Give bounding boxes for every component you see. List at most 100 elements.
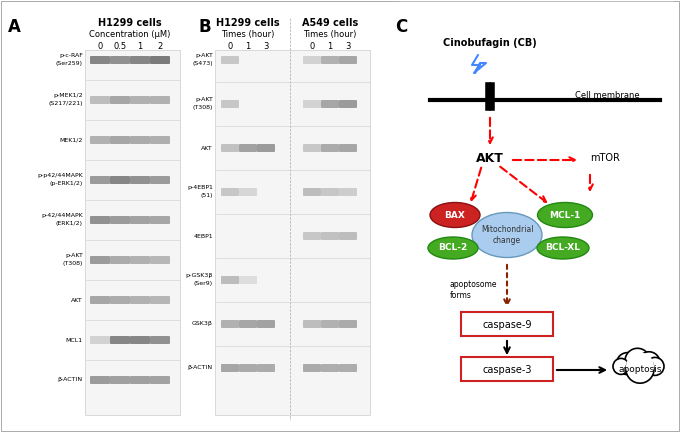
Text: AKT: AKT — [71, 298, 83, 302]
FancyBboxPatch shape — [150, 296, 170, 304]
FancyBboxPatch shape — [321, 144, 339, 152]
Text: BCL-2: BCL-2 — [439, 244, 468, 252]
FancyBboxPatch shape — [90, 136, 110, 144]
Text: β-ACTIN: β-ACTIN — [188, 365, 213, 371]
FancyBboxPatch shape — [150, 136, 170, 144]
FancyBboxPatch shape — [221, 188, 239, 196]
FancyBboxPatch shape — [130, 136, 150, 144]
FancyBboxPatch shape — [221, 364, 239, 372]
FancyBboxPatch shape — [461, 312, 553, 336]
Text: p-42/44MAPK: p-42/44MAPK — [41, 213, 83, 219]
Text: apoptosis: apoptosis — [618, 365, 662, 375]
FancyBboxPatch shape — [321, 320, 339, 328]
Text: (p-ERK1/2): (p-ERK1/2) — [50, 181, 83, 187]
FancyBboxPatch shape — [215, 50, 370, 415]
FancyBboxPatch shape — [303, 364, 321, 372]
FancyBboxPatch shape — [239, 320, 257, 328]
FancyBboxPatch shape — [461, 357, 553, 381]
FancyBboxPatch shape — [110, 256, 130, 264]
FancyBboxPatch shape — [150, 176, 170, 184]
Text: p-AKT: p-AKT — [195, 54, 213, 58]
FancyBboxPatch shape — [90, 56, 110, 64]
Text: Times (hour): Times (hour) — [221, 30, 275, 39]
Text: apoptosome
forms: apoptosome forms — [450, 280, 498, 300]
Text: 0: 0 — [227, 42, 233, 51]
Ellipse shape — [430, 203, 480, 228]
Circle shape — [626, 353, 654, 381]
FancyBboxPatch shape — [130, 56, 150, 64]
Text: (S473): (S473) — [192, 61, 213, 67]
Text: B: B — [198, 18, 211, 36]
Text: BCL-XL: BCL-XL — [545, 244, 581, 252]
Text: (T308): (T308) — [63, 261, 83, 267]
FancyBboxPatch shape — [339, 188, 357, 196]
FancyBboxPatch shape — [239, 144, 257, 152]
Text: 3: 3 — [263, 42, 269, 51]
FancyBboxPatch shape — [239, 364, 257, 372]
FancyBboxPatch shape — [339, 232, 357, 240]
FancyBboxPatch shape — [130, 256, 150, 264]
Text: MEK1/2: MEK1/2 — [60, 137, 83, 143]
Text: p-MEK1/2: p-MEK1/2 — [53, 93, 83, 98]
Text: AKT: AKT — [201, 146, 213, 150]
FancyBboxPatch shape — [321, 364, 339, 372]
Text: A549 cells: A549 cells — [302, 18, 358, 28]
Text: GSK3β: GSK3β — [192, 321, 213, 327]
FancyBboxPatch shape — [90, 96, 110, 104]
FancyBboxPatch shape — [339, 364, 357, 372]
FancyBboxPatch shape — [257, 364, 275, 372]
Text: β-ACTIN: β-ACTIN — [58, 378, 83, 382]
FancyBboxPatch shape — [110, 176, 130, 184]
Text: MCL1: MCL1 — [66, 337, 83, 343]
FancyBboxPatch shape — [221, 144, 239, 152]
Ellipse shape — [472, 213, 542, 257]
FancyBboxPatch shape — [130, 176, 150, 184]
FancyBboxPatch shape — [221, 320, 239, 328]
FancyBboxPatch shape — [339, 320, 357, 328]
Text: 3: 3 — [345, 42, 351, 51]
FancyBboxPatch shape — [110, 376, 130, 384]
Text: C: C — [395, 18, 407, 36]
FancyBboxPatch shape — [321, 188, 339, 196]
FancyBboxPatch shape — [130, 216, 150, 224]
FancyBboxPatch shape — [150, 96, 170, 104]
FancyBboxPatch shape — [257, 320, 275, 328]
Circle shape — [617, 353, 639, 375]
Text: 2: 2 — [157, 42, 163, 51]
Text: Mitochondrial
change: Mitochondrial change — [481, 226, 533, 245]
Text: p-4EBP1: p-4EBP1 — [187, 185, 213, 191]
FancyBboxPatch shape — [321, 56, 339, 64]
FancyBboxPatch shape — [110, 216, 130, 224]
FancyBboxPatch shape — [110, 336, 130, 344]
Text: (51): (51) — [201, 194, 213, 198]
FancyBboxPatch shape — [321, 100, 339, 108]
Circle shape — [613, 359, 629, 375]
Text: (S217/221): (S217/221) — [48, 102, 83, 107]
FancyBboxPatch shape — [303, 56, 321, 64]
Circle shape — [625, 348, 650, 373]
Text: Cell membrane: Cell membrane — [575, 90, 640, 99]
Text: 1: 1 — [137, 42, 143, 51]
Text: p-GSK3β: p-GSK3β — [186, 273, 213, 279]
FancyBboxPatch shape — [239, 188, 257, 196]
Text: (Ser259): (Ser259) — [56, 61, 83, 67]
Circle shape — [626, 355, 654, 383]
FancyBboxPatch shape — [303, 320, 321, 328]
FancyBboxPatch shape — [150, 376, 170, 384]
FancyBboxPatch shape — [90, 296, 110, 304]
FancyBboxPatch shape — [303, 100, 321, 108]
FancyBboxPatch shape — [321, 232, 339, 240]
FancyBboxPatch shape — [110, 56, 130, 64]
FancyBboxPatch shape — [85, 50, 180, 415]
Text: Cinobufagin (CB): Cinobufagin (CB) — [443, 38, 537, 48]
FancyBboxPatch shape — [221, 276, 239, 284]
Text: caspase-9: caspase-9 — [482, 320, 532, 330]
Text: 1: 1 — [245, 42, 251, 51]
Text: AKT: AKT — [476, 152, 504, 165]
FancyBboxPatch shape — [150, 256, 170, 264]
Text: (Ser9): (Ser9) — [194, 282, 213, 286]
FancyBboxPatch shape — [303, 188, 321, 196]
Ellipse shape — [428, 237, 478, 259]
Text: Concentration (μM): Concentration (μM) — [89, 30, 171, 39]
Circle shape — [646, 357, 664, 375]
